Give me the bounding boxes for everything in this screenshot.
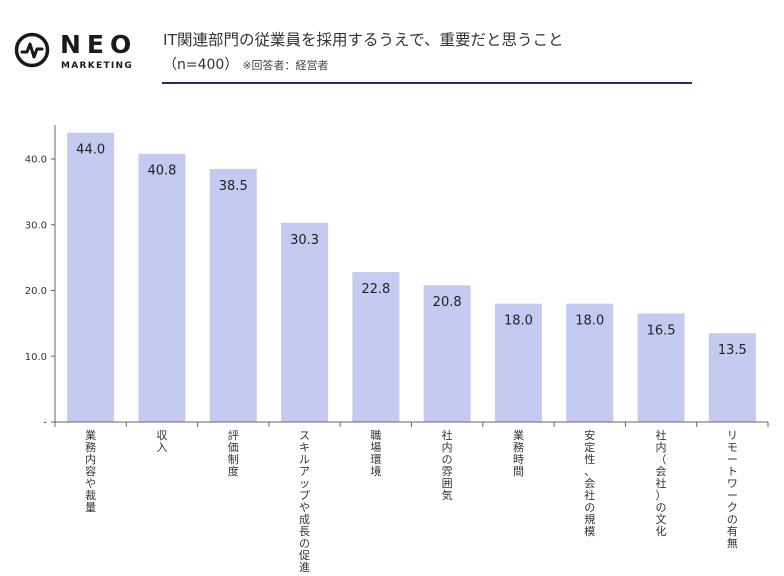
x-tick-label: 業務時間: [513, 429, 524, 478]
bars: [67, 132, 756, 423]
x-tick-label: 収入: [156, 429, 167, 454]
data-labels: 44.0 40.8 38.5 30.3 22.8 20.8 18.0 18.0 16.5 13.5: [76, 143, 747, 359]
bar: [138, 153, 186, 423]
logo-word: NEO: [60, 30, 138, 59]
chart-subtitle: （n=400） ※回答者：経営者: [163, 54, 329, 74]
title-rule: [162, 82, 692, 84]
neo-marketing-logo: NEO MARKETING: [14, 28, 144, 78]
x-axis: 業務内容や裁量 収入 評価制度 スキルアップや成長の促進 職場環境 社内の雰囲気 業務時間 安…: [54, 421, 769, 574]
y-axis: - 10.0 20.0 30.0 40.0: [25, 125, 56, 429]
x-tick-label: スキルアップや成長の促進: [299, 429, 310, 574]
data-label: 22.8: [361, 282, 390, 297]
bar: [281, 222, 329, 422]
x-tick-label: 安定性、会社の規模: [584, 428, 595, 538]
x-tick-label: 社内の雰囲気: [442, 428, 453, 502]
data-label: 30.3: [290, 233, 319, 248]
bar: [637, 313, 685, 422]
data-label: 44.0: [76, 143, 105, 158]
x-tick-label: 業務内容や裁量: [85, 429, 96, 514]
bar: [67, 132, 115, 422]
logo-pulse-icon: [14, 32, 50, 68]
data-label: 16.5: [647, 324, 676, 339]
y-tick-label: -: [43, 418, 47, 429]
bar: [209, 168, 257, 422]
bar: [494, 303, 542, 422]
y-tick-label: 20.0: [25, 286, 47, 297]
bar: [423, 285, 471, 422]
data-label: 18.0: [504, 314, 533, 329]
sample-size: （n=400）: [163, 57, 239, 73]
logo-subtext: MARKETING: [61, 61, 134, 71]
y-tick-label: 10.0: [25, 352, 47, 363]
x-tick-label: 評価制度: [228, 428, 239, 478]
data-label: 40.8: [147, 164, 176, 179]
y-tick-label: 30.0: [25, 220, 47, 231]
x-tick-label: 社内（会社）の文化: [656, 428, 667, 538]
chart-title: IT関連部門の従業員を採用するうえで、重要だと思うこと: [163, 31, 564, 49]
y-tick-label: 40.0: [25, 155, 47, 166]
data-label: 38.5: [219, 179, 248, 194]
data-label: 13.5: [718, 343, 747, 358]
x-tick-label: 職場環境: [370, 429, 381, 478]
x-tick-label: リモートワークの有無: [727, 429, 738, 550]
bar: [708, 333, 756, 422]
respondent-note: ※回答者：経営者: [242, 59, 329, 72]
bar: [352, 272, 400, 422]
data-label: 20.8: [433, 295, 462, 310]
bar: [566, 303, 614, 422]
data-label: 18.0: [575, 314, 604, 329]
